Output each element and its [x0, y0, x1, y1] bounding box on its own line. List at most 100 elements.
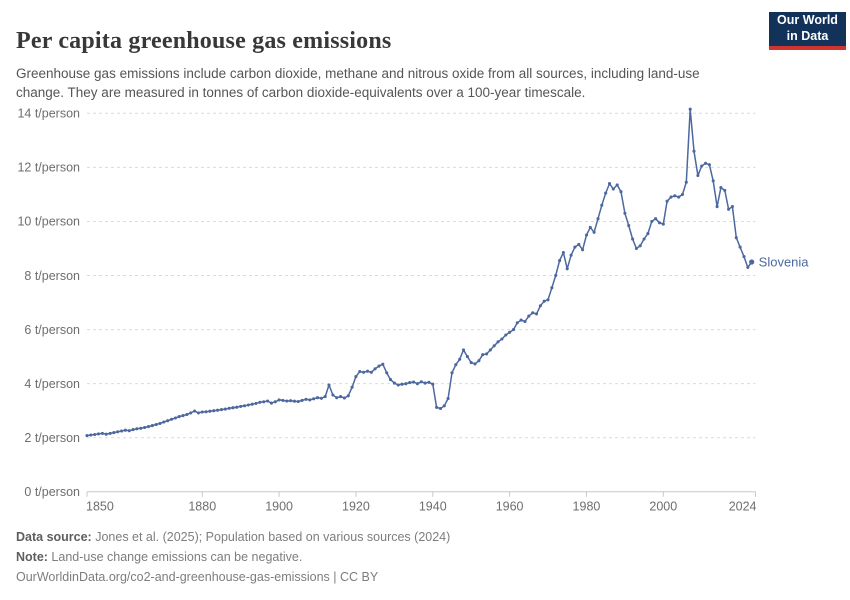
slovenia-series-markers[interactable] [85, 107, 755, 438]
data-point-marker[interactable] [711, 179, 715, 183]
data-point-marker[interactable] [350, 385, 354, 389]
data-point-marker[interactable] [492, 344, 496, 348]
data-point-marker[interactable] [723, 188, 727, 192]
data-point-marker[interactable] [223, 407, 227, 411]
data-point-marker[interactable] [558, 259, 562, 263]
data-point-marker[interactable] [650, 219, 654, 223]
data-point-marker[interactable] [523, 319, 527, 324]
data-point-marker[interactable] [250, 402, 254, 406]
data-point-marker[interactable] [435, 405, 439, 409]
data-point-marker[interactable] [339, 395, 343, 399]
data-point-marker[interactable] [538, 304, 542, 308]
data-point-marker[interactable] [742, 255, 746, 259]
data-point-marker[interactable] [423, 381, 427, 385]
data-point-marker[interactable] [269, 401, 273, 405]
data-point-marker[interactable] [427, 380, 431, 384]
data-point-marker[interactable] [623, 211, 627, 215]
data-point-marker[interactable] [577, 242, 581, 246]
data-point-marker[interactable] [289, 399, 293, 403]
data-point-marker[interactable] [169, 417, 174, 421]
data-point-marker[interactable] [596, 217, 600, 221]
data-point-marker[interactable] [227, 406, 231, 410]
data-point-marker[interactable] [646, 232, 650, 236]
data-point-marker[interactable] [400, 382, 404, 386]
data-point-marker[interactable] [715, 205, 719, 209]
data-point-marker[interactable] [600, 203, 604, 207]
data-point-marker[interactable] [431, 382, 435, 386]
data-point-marker[interactable] [96, 432, 101, 436]
data-point-marker[interactable] [638, 244, 642, 248]
data-point-marker[interactable] [450, 371, 454, 375]
data-point-marker[interactable] [396, 383, 400, 387]
data-point-marker[interactable] [139, 426, 143, 430]
data-point-marker[interactable] [408, 381, 412, 385]
data-point-marker[interactable] [700, 164, 704, 168]
data-point-marker[interactable] [619, 190, 623, 194]
data-point-marker[interactable] [131, 428, 135, 432]
data-point-marker[interactable] [258, 400, 262, 404]
data-point-marker[interactable] [511, 328, 516, 332]
data-point-marker[interactable] [469, 361, 473, 365]
data-point-marker[interactable] [550, 286, 554, 290]
data-point-marker[interactable] [654, 217, 658, 221]
owid-logo[interactable]: Our World in Data [769, 12, 846, 50]
data-point-marker[interactable] [369, 370, 373, 374]
data-point-marker[interactable] [607, 182, 612, 186]
data-point-marker[interactable] [707, 163, 711, 167]
data-point-marker[interactable] [454, 363, 458, 367]
data-point-marker[interactable] [327, 383, 331, 387]
data-point-marker[interactable] [696, 173, 700, 178]
data-point-marker[interactable] [458, 357, 462, 361]
data-point-marker[interactable] [388, 378, 393, 382]
data-point-marker[interactable] [323, 395, 327, 399]
data-point-marker[interactable] [135, 427, 139, 431]
data-point-marker[interactable] [166, 419, 170, 423]
data-point-marker[interactable] [85, 434, 89, 438]
data-point-marker[interactable] [189, 411, 193, 415]
slovenia-series-line[interactable] [86, 108, 753, 437]
data-point-marker[interactable] [242, 404, 247, 408]
data-point-marker[interactable] [727, 207, 731, 211]
data-point-marker[interactable] [669, 195, 673, 199]
data-point-marker[interactable] [346, 394, 350, 398]
data-point-marker[interactable] [477, 359, 481, 363]
data-point-marker[interactable] [308, 398, 312, 402]
data-point-marker[interactable] [358, 369, 362, 374]
data-point-marker[interactable] [527, 314, 531, 318]
data-point-marker[interactable] [312, 397, 316, 401]
data-point-marker[interactable] [123, 428, 127, 432]
data-point-marker[interactable] [534, 312, 539, 316]
data-point-marker[interactable] [661, 222, 665, 226]
data-point-marker[interactable] [554, 273, 558, 278]
data-point-marker[interactable] [730, 205, 734, 209]
data-point-marker[interactable] [488, 348, 492, 352]
data-point-marker[interactable] [500, 337, 504, 341]
data-point-marker[interactable] [473, 362, 477, 366]
data-point-marker[interactable] [193, 409, 197, 413]
data-point-marker[interactable] [239, 404, 243, 408]
data-point-marker[interactable] [461, 348, 466, 352]
data-point-marker[interactable] [173, 416, 177, 420]
data-point-marker[interactable] [112, 431, 116, 435]
data-point-marker[interactable] [634, 246, 638, 251]
data-point-marker[interactable] [542, 299, 546, 303]
data-point-marker[interactable] [235, 405, 239, 409]
data-point-marker[interactable] [254, 401, 258, 405]
data-point-marker[interactable] [212, 409, 216, 413]
data-point-marker[interactable] [108, 431, 112, 435]
data-point-marker[interactable] [627, 223, 631, 228]
data-point-marker[interactable] [150, 424, 154, 428]
data-point-marker[interactable] [377, 364, 381, 368]
data-point-marker[interactable] [496, 340, 500, 344]
data-point-marker[interactable] [604, 191, 608, 195]
data-point-marker[interactable] [89, 433, 93, 437]
data-point-marker[interactable] [734, 236, 738, 240]
data-point-marker[interactable] [688, 107, 692, 111]
data-point-marker[interactable] [412, 380, 416, 384]
data-point-marker[interactable] [162, 420, 166, 424]
data-point-marker[interactable] [127, 429, 131, 433]
data-point-marker[interactable] [120, 429, 124, 433]
data-point-marker[interactable] [342, 396, 346, 400]
data-point-marker[interactable] [216, 408, 220, 412]
